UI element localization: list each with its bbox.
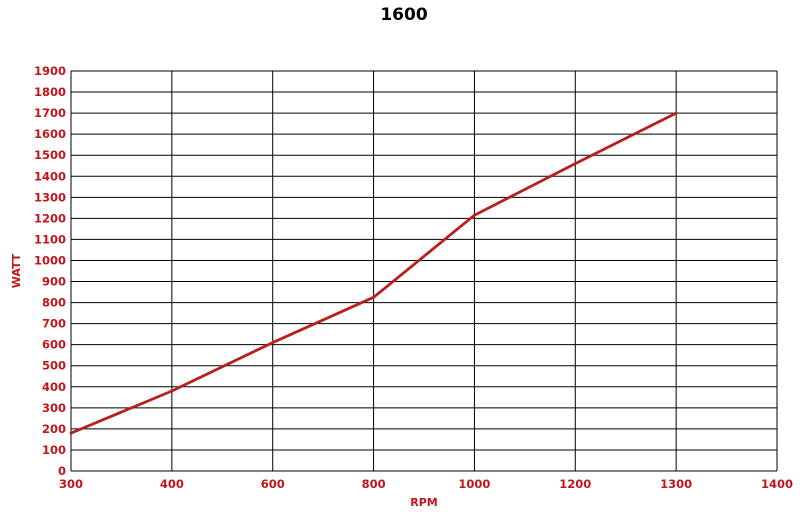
x-tick-label: 1300 xyxy=(660,477,692,491)
y-tick-labels: 0 100 200 300 400 500 600 700 800 900 1000 1100 1200… xyxy=(34,64,66,478)
y-tick-label: 1400 xyxy=(34,169,66,183)
y-tick-label: 1300 xyxy=(34,190,66,204)
x-axis-label: RPM xyxy=(410,496,437,509)
y-tick-label: 1500 xyxy=(34,148,66,162)
y-tick-label: 700 xyxy=(42,317,66,331)
y-tick-label: 1600 xyxy=(34,127,66,141)
y-axis-label: WATT xyxy=(10,253,23,288)
y-tick-label: 500 xyxy=(42,359,66,373)
y-tick-label: 800 xyxy=(42,296,66,310)
data-point xyxy=(372,295,375,299)
y-tick-label: 300 xyxy=(42,401,66,415)
y-tick-label: 100 xyxy=(42,443,66,457)
data-point xyxy=(170,389,174,393)
y-tick-label: 200 xyxy=(42,422,66,436)
data-point xyxy=(271,341,275,344)
series-group xyxy=(69,111,678,435)
y-tick-label: 1200 xyxy=(34,211,66,225)
data-point xyxy=(69,431,73,435)
data-point xyxy=(674,111,678,115)
data-point xyxy=(473,213,476,217)
x-tick-label: 300 xyxy=(59,477,83,491)
y-tick-label: 600 xyxy=(42,338,66,352)
y-tick-label: 1000 xyxy=(34,253,66,267)
x-tick-labels: 300 400 600 800 1000 1200 1300 1400 xyxy=(59,477,793,491)
y-tick-label: 0 xyxy=(58,464,66,478)
x-tick-label: 1400 xyxy=(761,477,793,491)
y-tick-label: 1700 xyxy=(34,106,66,120)
x-tick-label: 800 xyxy=(362,477,386,491)
x-tick-label: 1200 xyxy=(559,477,591,491)
y-tick-label: 900 xyxy=(42,275,66,289)
x-tick-label: 1000 xyxy=(458,477,490,491)
chart-title: 1600 xyxy=(380,5,427,25)
y-tick-label: 1800 xyxy=(34,85,66,99)
x-tick-label: 600 xyxy=(261,477,285,491)
x-tick-label: 400 xyxy=(160,477,184,491)
data-point xyxy=(573,162,577,166)
grid xyxy=(70,70,778,472)
y-tick-label: 1100 xyxy=(34,232,66,246)
y-tick-label: 400 xyxy=(42,380,66,394)
y-tick-label: 1900 xyxy=(34,64,66,78)
